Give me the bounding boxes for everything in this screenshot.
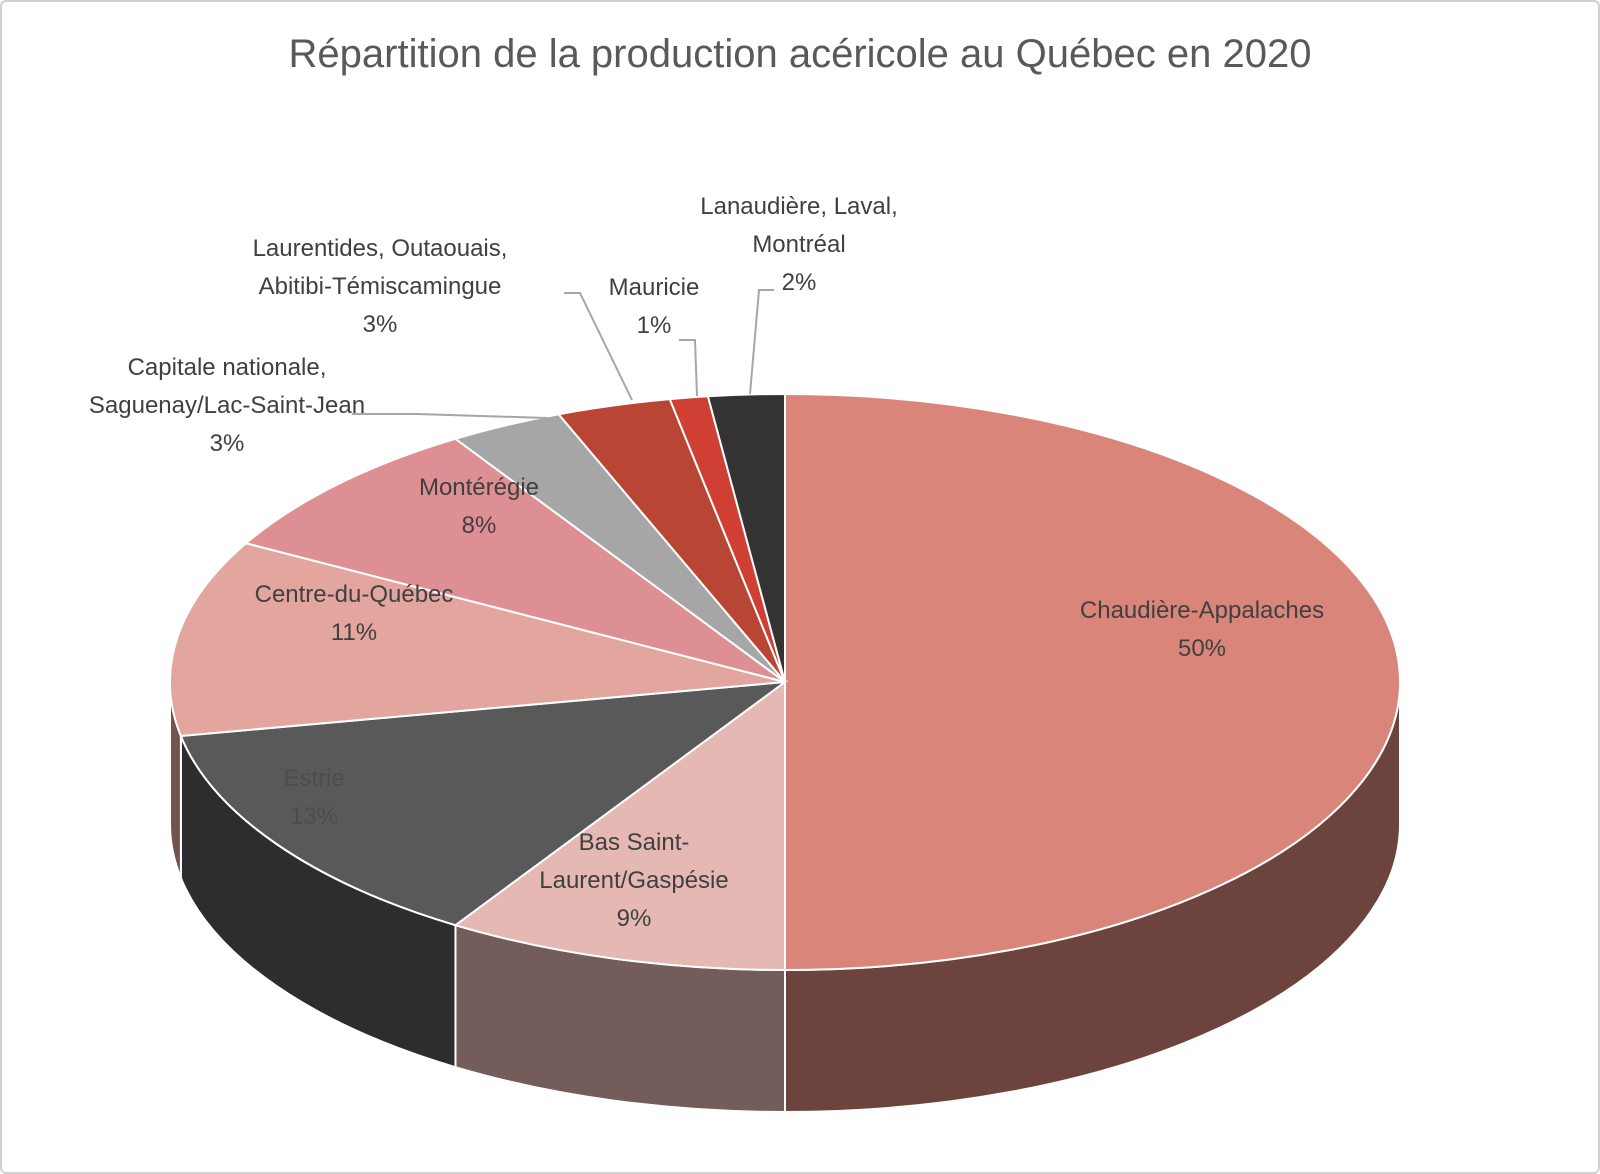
value-label: 3% [362, 311, 398, 338]
slice [179, 680, 789, 927]
data-label: Montérégie 8% [379, 469, 579, 545]
value-label: 8% [461, 512, 497, 539]
category-label: Mauricie [608, 274, 700, 301]
leader-line [749, 289, 774, 395]
category-label: Capitale nationale, Saguenay/Lac-Saint-J… [88, 354, 366, 419]
leader-line [679, 339, 698, 397]
data-label: Laurentides, Outaouais, Abitibi-Témiscam… [250, 230, 510, 344]
value-label: 1% [636, 312, 672, 339]
data-label: Chaudière-Appalaches 50% [1042, 592, 1362, 668]
leader-line [564, 292, 633, 401]
category-label: Centre-du-Québec [254, 581, 454, 608]
category-label: Chaudière-Appalaches [1079, 597, 1325, 624]
slice [784, 392, 1401, 972]
slice [243, 437, 786, 683]
value-label: 50% [1177, 635, 1227, 662]
data-label: Bas Saint-Laurent/Gaspésie 9% [514, 824, 754, 938]
value-label: 13% [289, 803, 339, 830]
leader-line [352, 413, 548, 419]
chart-title: Répartition de la production acéricole a… [288, 32, 1312, 76]
data-label: Lanaudière, Laval, Montréal 2% [669, 188, 929, 302]
value-label: 3% [209, 430, 245, 457]
slice [706, 392, 786, 683]
category-label: Lanaudière, Laval, Montréal [700, 193, 898, 258]
slice [453, 680, 786, 972]
value-label: 11% [330, 619, 378, 646]
value-label: 2% [781, 269, 817, 296]
slice [169, 542, 786, 738]
data-label: Centre-du-Québec 11% [214, 576, 494, 652]
data-label: Mauricie 1% [574, 269, 734, 345]
category-label: Laurentides, Outaouais, Abitibi-Témiscam… [252, 235, 508, 300]
category-label: Montérégie [418, 474, 540, 501]
category-label: Bas Saint-Laurent/Gaspésie [539, 829, 729, 894]
data-label: Capitale nationale, Saguenay/Lac-Saint-J… [87, 349, 367, 463]
data-label: Estrie 13% [234, 760, 394, 836]
category-label: Estrie [283, 765, 345, 792]
value-label: 9% [616, 905, 652, 932]
